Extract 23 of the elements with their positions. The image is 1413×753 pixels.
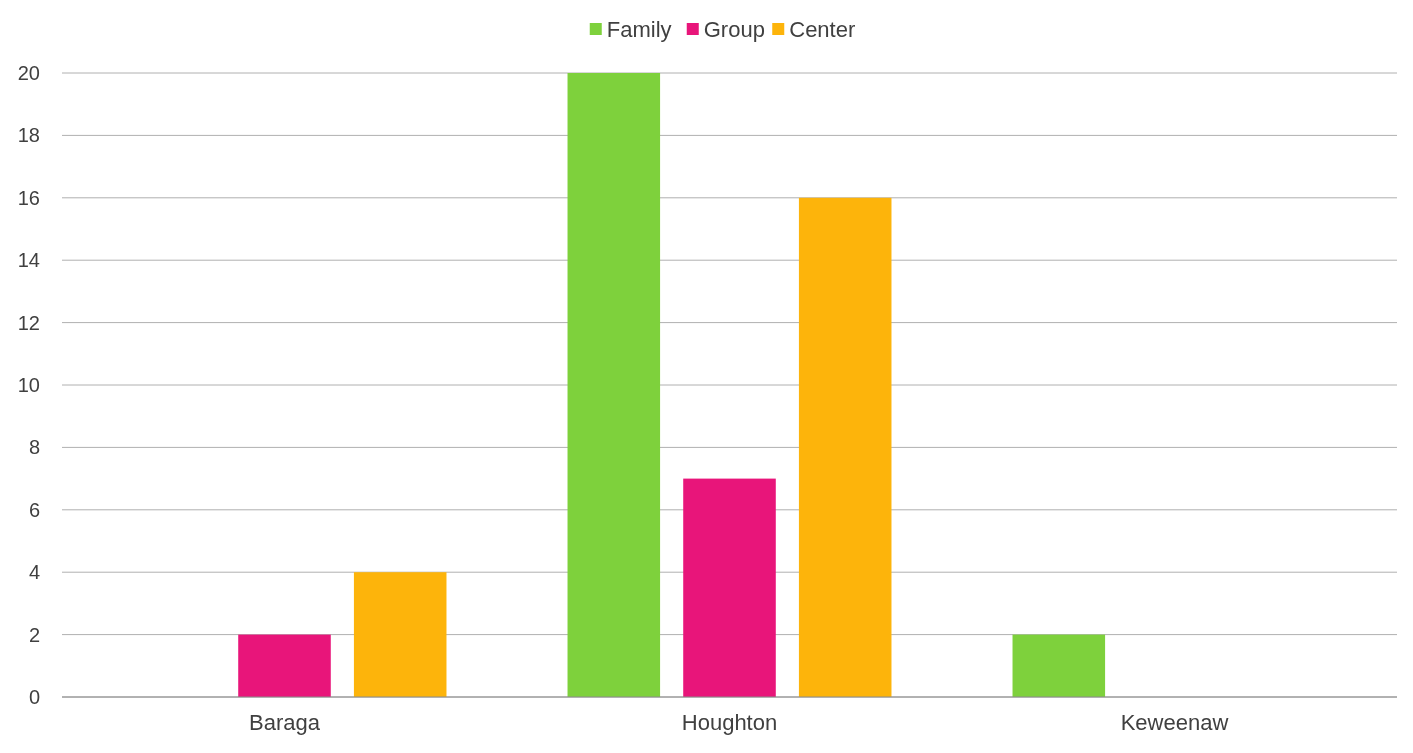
x-tick-label: Keweenaw <box>1120 710 1229 735</box>
bar <box>567 73 661 697</box>
y-tick-label: 10 <box>17 374 40 396</box>
y-tick-label: 16 <box>17 186 40 209</box>
y-tick-label: 0 <box>28 686 40 708</box>
bar <box>353 572 447 697</box>
x-tick-label: Baraga <box>249 710 321 735</box>
legend-label: Family <box>606 16 672 42</box>
y-tick-label: 14 <box>17 249 40 272</box>
bar <box>1012 634 1106 697</box>
y-tick-label: 18 <box>17 124 40 147</box>
x-tick-label: Houghton <box>681 710 778 735</box>
bar <box>238 634 331 697</box>
y-tick-label: 8 <box>28 436 40 459</box>
legend-label: Group <box>703 16 765 42</box>
y-tick-label: 2 <box>28 623 40 646</box>
y-tick-label: 6 <box>28 498 40 521</box>
bar <box>683 478 776 697</box>
legend-label: Center <box>789 16 856 42</box>
y-tick-label: 4 <box>28 561 40 584</box>
y-tick-label: 20 <box>17 62 40 84</box>
bar <box>798 197 892 697</box>
y-tick-label: 12 <box>17 311 40 334</box>
